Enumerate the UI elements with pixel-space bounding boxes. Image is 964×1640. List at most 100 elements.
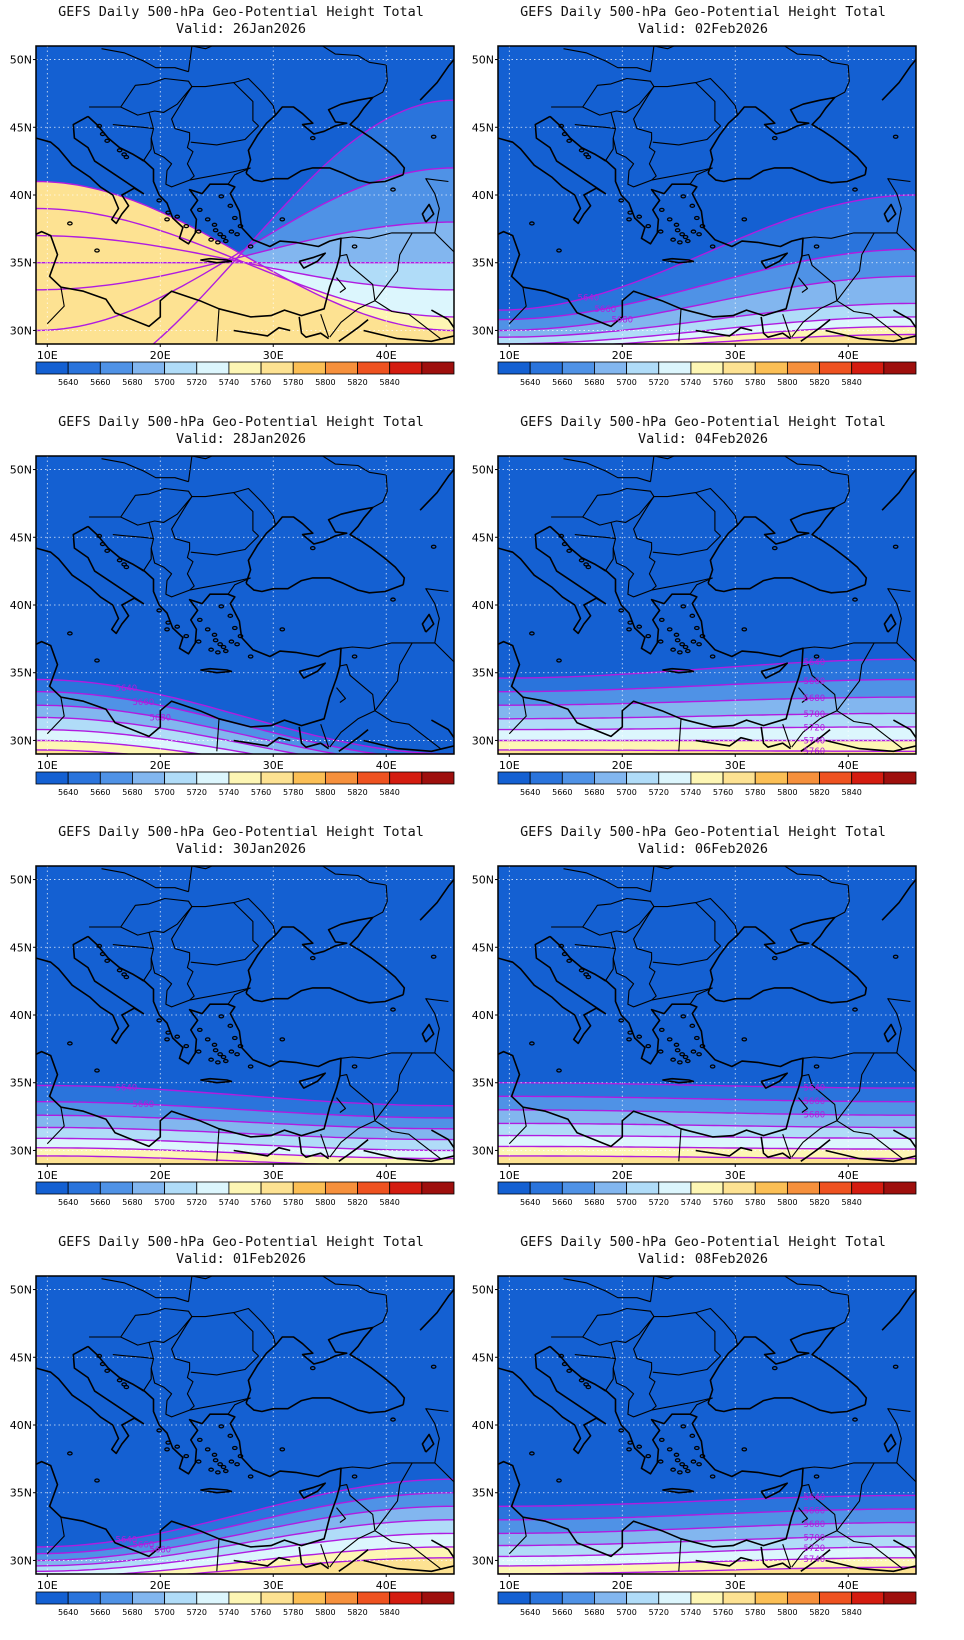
colorbar-swatch — [658, 771, 692, 785]
lon-tick-label: 30E — [263, 1169, 284, 1182]
colorbar-label: 5780 — [745, 378, 765, 387]
contour-label: 5680 — [149, 713, 171, 723]
lat-tick-label: 35N — [10, 257, 32, 270]
colorbar-swatch — [883, 361, 917, 375]
lat-tick-label: 30N — [472, 1144, 494, 1157]
colorbar-label: 5780 — [745, 788, 765, 797]
contour-5660 — [498, 678, 916, 693]
colorbar-swatch — [754, 1181, 788, 1195]
colorbar-label: 5700 — [616, 1198, 636, 1207]
colorbar-label: 5640 — [520, 1608, 540, 1617]
colorbar-label: 5780 — [283, 788, 303, 797]
lat-tick-label: 40N — [472, 599, 494, 612]
contour-5720 — [498, 1134, 916, 1139]
contour-label: 5660 — [804, 1506, 826, 1516]
lat-tick-label: 30N — [472, 324, 494, 337]
height-band-5760 — [498, 749, 916, 754]
colorbar-label: 5700 — [154, 788, 174, 797]
map-panel: GEFS Daily 500-hPa Geo-Potential Height … — [0, 820, 482, 1230]
lat-tick-label: 40N — [10, 189, 32, 202]
colorbar-swatch — [786, 1591, 820, 1605]
contour-label: 5740 — [804, 1555, 826, 1565]
lat-tick-label: 30N — [472, 1554, 494, 1567]
colorbar-label: 5680 — [122, 1608, 142, 1617]
colorbar-swatch — [132, 771, 166, 785]
colorbar-label: 5700 — [616, 378, 636, 387]
contour-5660 — [36, 167, 454, 332]
lon-tick-label: 20E — [612, 349, 633, 362]
colorbar-swatch — [561, 771, 595, 785]
contour-label: 5680 — [149, 1545, 171, 1555]
colorbar-label: 5700 — [154, 1608, 174, 1617]
contour-5640 — [498, 1494, 916, 1507]
contour-5700 — [498, 302, 916, 338]
colorbar-swatch — [228, 1591, 262, 1605]
colorbar-swatch — [819, 771, 853, 785]
contour-label: 5640 — [116, 1535, 138, 1545]
colorbar-label: 5820 — [347, 378, 367, 387]
colorbar-swatch — [324, 771, 358, 785]
colorbar-label: 5680 — [584, 788, 604, 797]
panel-valid-date: Valid: 28Jan2026 — [175, 431, 307, 447]
country-borders — [46, 46, 454, 342]
coastlines — [498, 878, 916, 1163]
axis-labels: 50N 45N 40N 35N 30N 10E 20E 30E 40E — [472, 874, 859, 1182]
colorbar-swatch — [357, 1591, 391, 1605]
colorbar-label: 5660 — [90, 788, 110, 797]
colorbar-label: 5720 — [649, 378, 669, 387]
colorbar-swatch — [497, 771, 531, 785]
lon-tick-label: 40E — [838, 349, 859, 362]
lat-tick-label: 35N — [472, 1487, 494, 1500]
colorbar-label: 5760 — [713, 1608, 733, 1617]
contour-5660 — [498, 1508, 916, 1521]
colorbar-swatch — [164, 361, 198, 375]
contour-lines — [36, 99, 454, 344]
colorbar-swatch — [389, 1591, 423, 1605]
colorbar-swatch — [819, 361, 853, 375]
panel-valid-date: Valid: 26Jan2026 — [175, 21, 307, 37]
colorbar-label: 5700 — [616, 788, 636, 797]
colorbar-swatch — [35, 361, 69, 375]
colorbar-swatch — [132, 1591, 166, 1605]
colorbar-swatch — [690, 361, 724, 375]
lon-tick-label: 40E — [376, 1169, 397, 1182]
lat-tick-label: 50N — [10, 1284, 32, 1297]
colorbar-swatch — [35, 1181, 69, 1195]
coastlines — [498, 58, 916, 343]
contour-label: 5660 — [804, 1097, 826, 1107]
map-panel: GEFS Daily 500-hPa Geo-Potential Height … — [462, 0, 944, 410]
lat-tick-label: 40N — [472, 189, 494, 202]
panel-title: GEFS Daily 500-hPa Geo-Potential Height … — [58, 414, 424, 430]
colorbar-label: 5720 — [187, 1198, 207, 1207]
panel-title: GEFS Daily 500-hPa Geo-Potential Height … — [58, 824, 424, 840]
colorbar-label: 5660 — [552, 788, 572, 797]
colorbar-label: 5740 — [681, 788, 701, 797]
lat-tick-label: 40N — [10, 1009, 32, 1022]
colorbar-swatch — [228, 361, 262, 375]
colorbar-label: 5720 — [187, 1608, 207, 1617]
contour-label: 5640 — [116, 684, 138, 694]
height-map: 56405660568057005720574050N45N40N35N30N1… — [472, 1275, 917, 1617]
lon-tick-label: 30E — [263, 349, 284, 362]
colorbar-swatch — [228, 771, 262, 785]
colorbar-label: 5740 — [219, 1198, 239, 1207]
colorbar-swatch — [389, 771, 423, 785]
colorbar-label: 5800 — [315, 378, 335, 387]
contour-5640 — [36, 678, 454, 754]
lat-tick-label: 50N — [10, 54, 32, 67]
colorbar-label: 5800 — [315, 788, 335, 797]
colorbar-swatch — [626, 1181, 660, 1195]
map-panel: GEFS Daily 500-hPa Geo-Potential Height … — [0, 1230, 482, 1640]
lon-tick-label: 30E — [725, 1579, 746, 1592]
lat-tick-label: 45N — [472, 941, 494, 954]
coastlines — [36, 468, 454, 753]
height-band-5760 — [498, 1155, 916, 1164]
colorbar-label: 5680 — [122, 378, 142, 387]
contour-label: 5680 — [804, 1110, 826, 1120]
contour-5720 — [36, 1532, 454, 1572]
lat-tick-label: 45N — [10, 1351, 32, 1364]
lat-tick-label: 45N — [10, 121, 32, 134]
colorbar-label: 5660 — [90, 1198, 110, 1207]
